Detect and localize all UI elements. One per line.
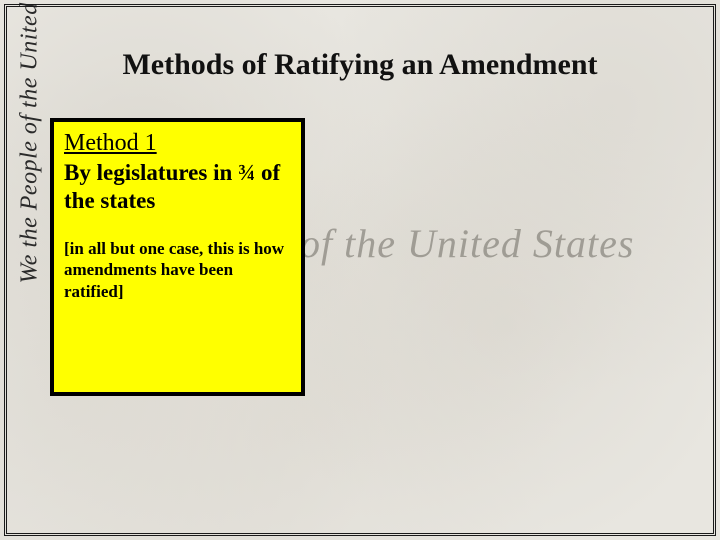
slide-title: Methods of Ratifying an Amendment <box>0 48 720 82</box>
method-heading: Method 1 <box>64 130 291 157</box>
method-note: [in all but one case, this is how amendm… <box>64 238 291 302</box>
method-1-box: Method 1 By legislatures in ¾ of the sta… <box>50 118 305 396</box>
method-body: By legislatures in ¾ of the states <box>64 159 291 214</box>
left-margin-script: We the People of the United States <box>17 0 44 284</box>
